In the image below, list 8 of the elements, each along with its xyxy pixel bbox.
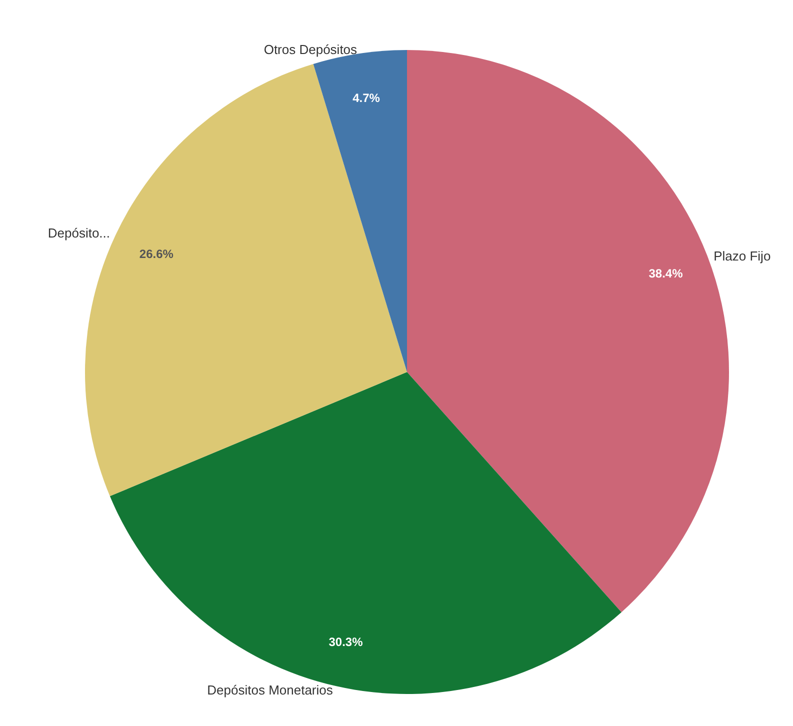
data-label: 38.4% xyxy=(648,266,684,280)
slice-label: Plazo Fijo xyxy=(714,248,771,264)
data-label: 30.3% xyxy=(328,635,364,650)
slice-label: Otros Depósitos xyxy=(264,42,358,58)
data-label: 4.7% xyxy=(352,91,380,106)
data-label: 26.6% xyxy=(139,247,174,262)
slice-label: Depósitos Monetarios xyxy=(207,682,334,698)
slice-label: Depósito... xyxy=(48,226,110,241)
